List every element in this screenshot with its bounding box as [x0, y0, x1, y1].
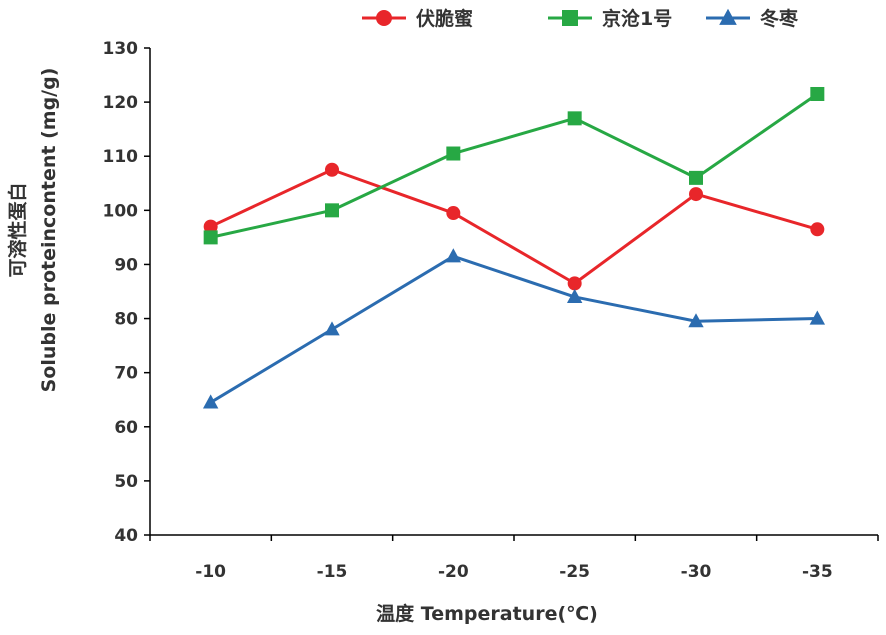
legend-label: 京沧1号 [602, 7, 672, 30]
data-point-marker [810, 222, 825, 237]
series-layer [202, 86, 826, 409]
legend-label: 伏脆蜜 [416, 7, 473, 30]
data-point-marker [325, 203, 339, 218]
data-point-marker [809, 310, 826, 325]
y-tick-label: 90 [114, 255, 138, 275]
data-point-marker [203, 230, 218, 245]
legend-marker [562, 10, 578, 26]
data-point-marker [810, 86, 825, 101]
y-tick-label: 60 [114, 418, 138, 438]
data-point-marker [445, 248, 462, 263]
y-tick-label: 130 [103, 39, 139, 59]
data-point-marker [324, 321, 340, 336]
series-line [210, 92, 819, 239]
series-line [210, 168, 818, 285]
data-point-marker [689, 187, 703, 202]
legend-label: 冬枣 [760, 7, 799, 30]
series-line [209, 254, 818, 404]
data-point-marker [446, 206, 461, 221]
x-axis-title: 温度 Temperature(℃) [376, 602, 598, 625]
y-tick-label: 40 [114, 526, 138, 546]
data-point-marker [202, 394, 219, 409]
legend-item: 伏脆蜜 [362, 7, 473, 30]
x-tick-label: -15 [317, 562, 348, 582]
y-axis-title-english: Soluble proteincontent (mg/g) [38, 68, 60, 393]
legend-marker [719, 8, 737, 25]
y-tick-label: 120 [103, 93, 139, 113]
data-point-marker [689, 170, 703, 185]
y-axis-title-chinese: 可溶性蛋白 [6, 182, 29, 277]
data-point-marker [566, 288, 583, 303]
legend-item: 冬枣 [706, 7, 799, 30]
x-tick-label: -10 [195, 562, 226, 582]
data-point-marker [446, 146, 461, 161]
data-point-marker [203, 219, 218, 234]
series-3 [202, 248, 826, 409]
x-tick-label: -35 [802, 562, 833, 582]
axes [149, 48, 878, 536]
x-tick-label: -25 [559, 562, 590, 582]
data-point-marker [567, 276, 582, 291]
data-point-marker [567, 111, 582, 126]
data-point-marker [325, 162, 339, 177]
series-2 [203, 86, 825, 245]
x-axis-ticks: -10 -15 -20 -25 -30 -35 [149, 535, 879, 582]
x-tick-label: -20 [438, 562, 469, 582]
y-tick-label: 50 [114, 472, 138, 492]
series-1 [203, 162, 825, 291]
legend-marker [376, 10, 392, 26]
legend-item: 京沧1号 [548, 7, 672, 30]
y-tick-label: 110 [103, 147, 139, 167]
y-tick-label: 80 [114, 310, 138, 330]
y-tick-label: 100 [103, 201, 139, 221]
y-axis-ticks: 40 50 60 70 80 90 100 110 120 130 [103, 39, 150, 546]
data-point-marker [688, 313, 704, 328]
y-tick-label: 70 [114, 364, 138, 384]
legend: 伏脆蜜 京沧1号 冬枣 [362, 7, 799, 30]
x-tick-label: -30 [681, 562, 712, 582]
